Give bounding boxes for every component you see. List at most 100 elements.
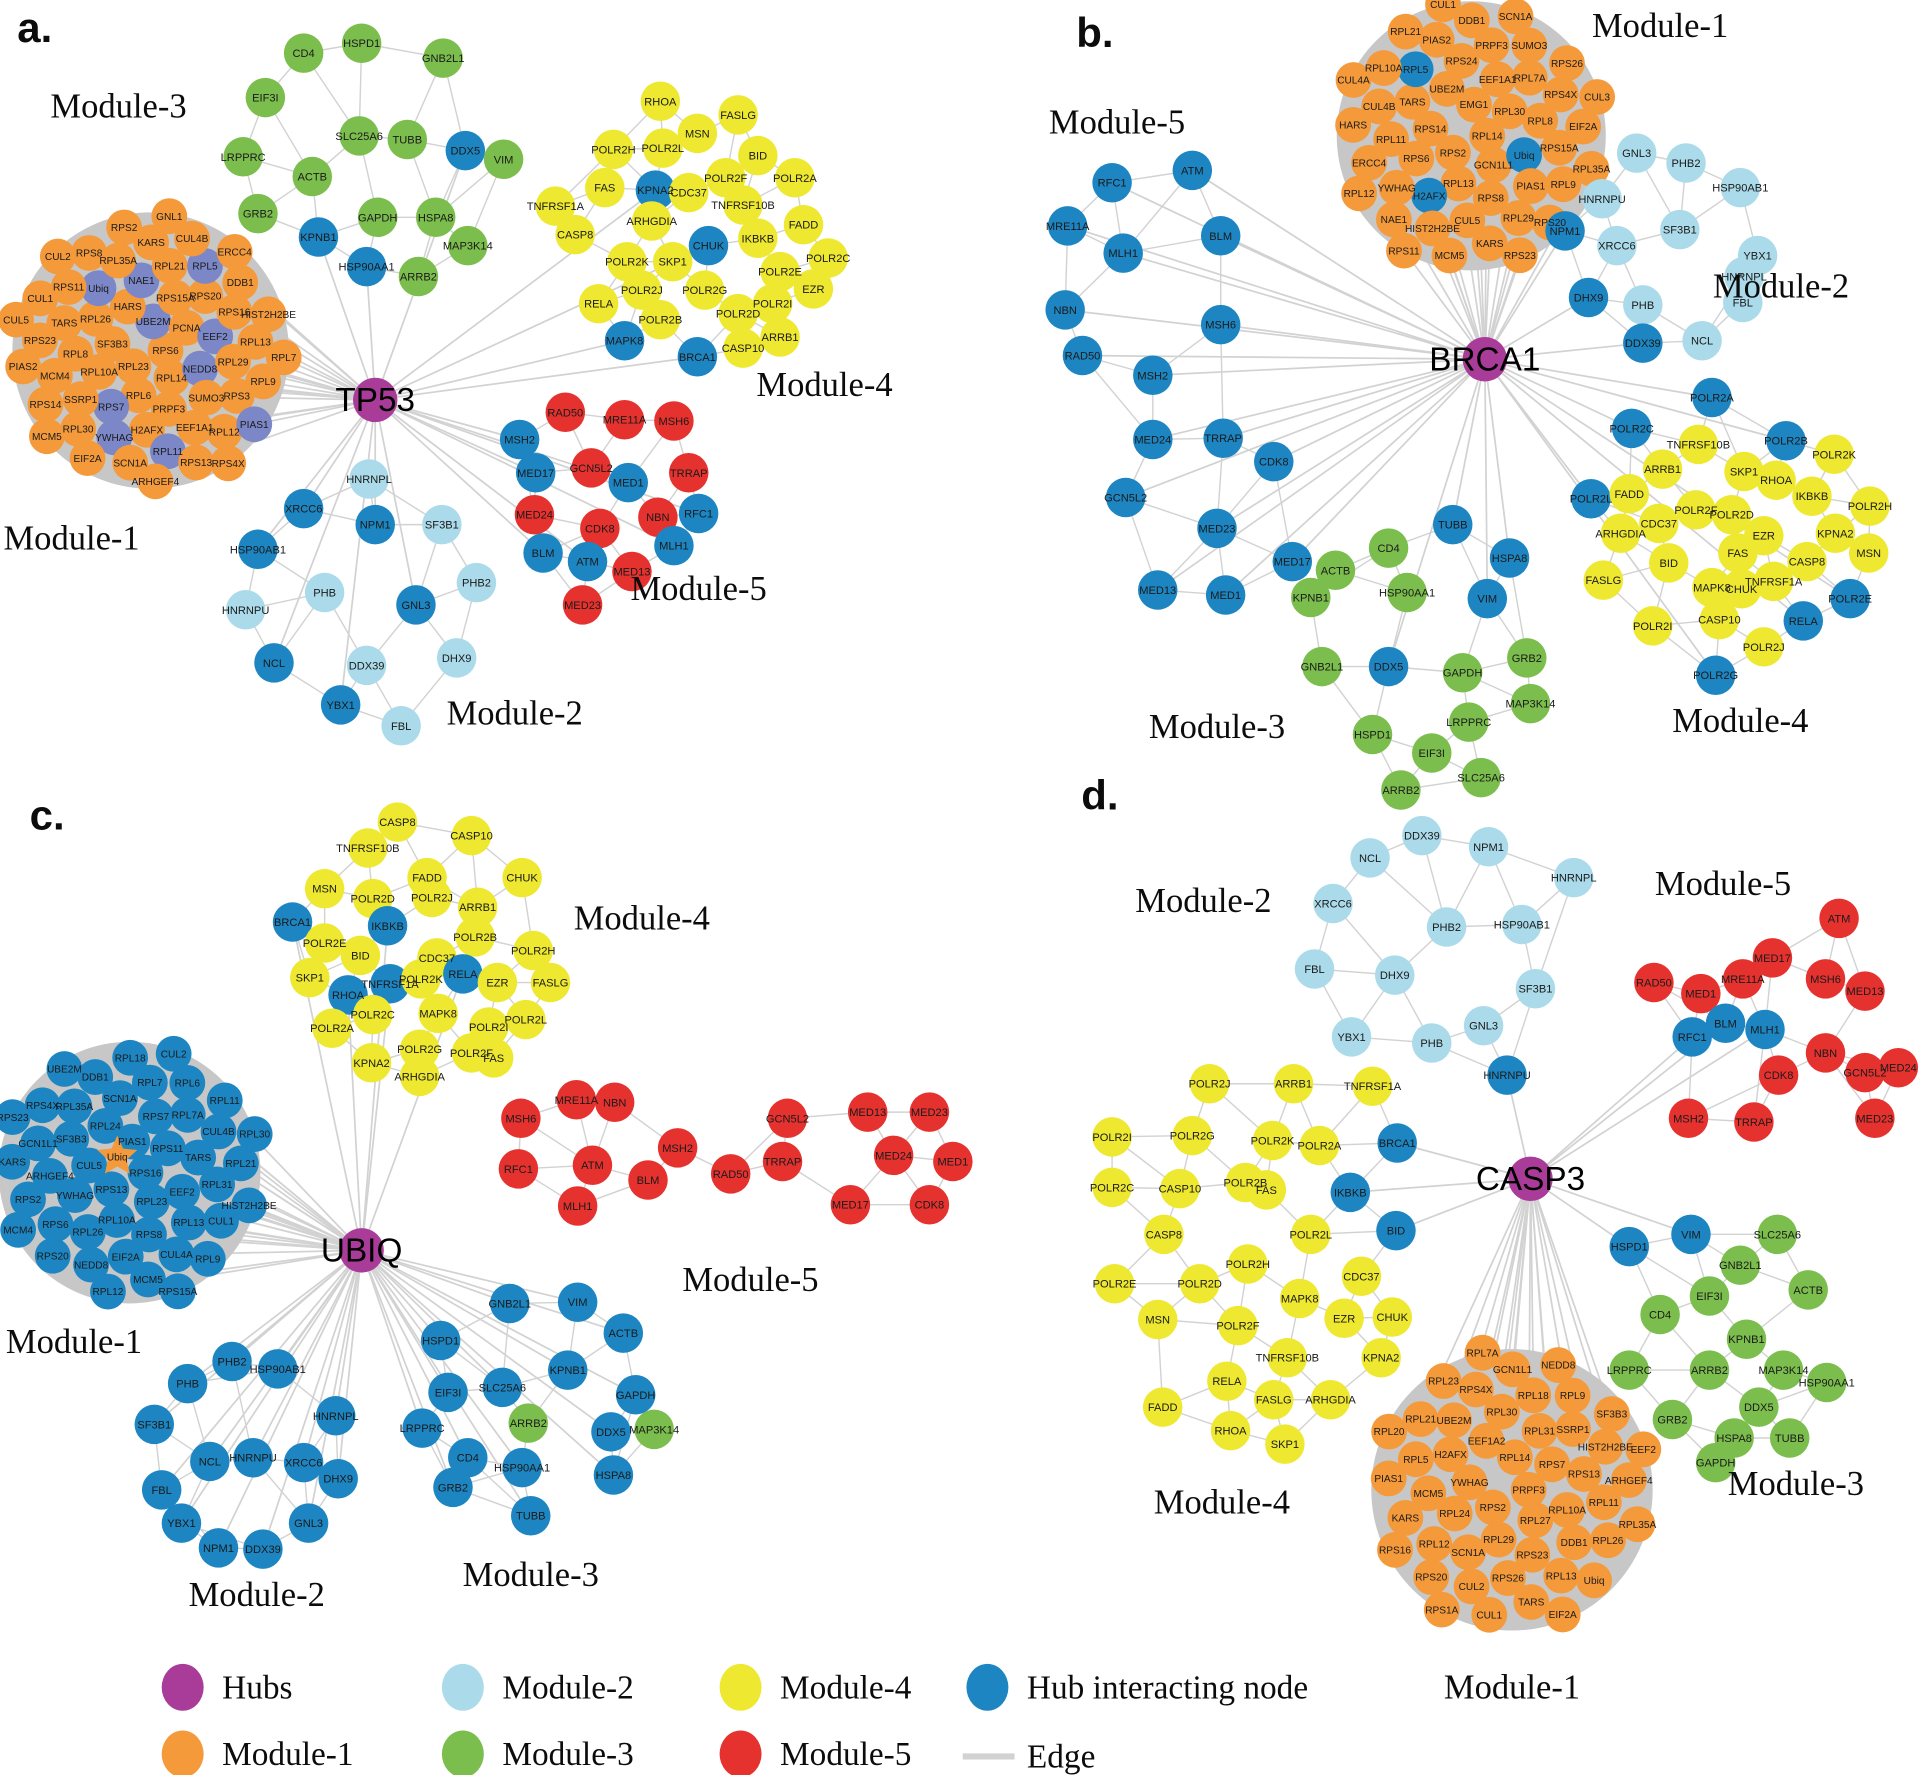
node-label-c-polr2d: POLR2D: [351, 894, 395, 906]
node-c-rps6: [37, 1206, 74, 1243]
node-label-b-npm1: NPM1: [1550, 226, 1581, 238]
edge: [375, 355, 698, 401]
node-label-a-med24: MED24: [516, 510, 553, 522]
node-c-actb: [603, 1313, 644, 1353]
node-label-d-npm1: NPM1: [1473, 842, 1504, 854]
node-b-cul5: [1449, 202, 1486, 239]
node-c-msh2: [657, 1128, 698, 1168]
node-a-cd4: [283, 33, 324, 73]
node-label-c-cul4a: CUL4A: [160, 1250, 193, 1261]
node-label-d-arhgef4: ARHGEF4: [1605, 1476, 1653, 1487]
node-label-a-pcna: PCNA: [173, 323, 201, 334]
node-a-hsp90ab1: [238, 529, 278, 570]
node-label-d-tnfrsf10b: TNFRSF10B: [1256, 1353, 1320, 1365]
node-a-rpl7: [265, 339, 302, 376]
node-label-c-faslg: FASLG: [533, 978, 569, 990]
node-a-phb2: [456, 562, 497, 603]
node-label-a-brca1: BRCA1: [679, 352, 716, 364]
node-label-d-tubb: TUBB: [1775, 1433, 1805, 1445]
node-label-b-scn1a: SCN1A: [1499, 12, 1533, 23]
node-a-polr2c: [808, 238, 848, 278]
node-b-polr2l: [1571, 478, 1611, 519]
node-label-c-ddb1: DDB1: [82, 1073, 109, 1084]
node-d-ddx39: [1402, 815, 1442, 856]
node-label-d-rhoa: RHOA: [1215, 1426, 1248, 1438]
edge: [1273, 358, 1486, 463]
node-label-a-slc25a6: SLC25A6: [335, 131, 383, 143]
node-label-d-msn: MSN: [1145, 1314, 1170, 1326]
node-label-a-cd4: CD4: [293, 48, 315, 60]
node-label-b-rps8: RPS8: [1478, 194, 1505, 205]
edge: [1387, 358, 1486, 667]
node-label-a-cdk8: CDK8: [585, 523, 615, 535]
node-label-a-cul1: CUL1: [27, 294, 53, 305]
node-d-rps2: [1474, 1489, 1511, 1526]
node-b-polr2j: [1744, 627, 1784, 667]
node-label-a-msh2: MSH2: [504, 434, 535, 446]
node-label-d-cdk8: CDK8: [1764, 1070, 1794, 1082]
node-a-phb: [304, 572, 345, 613]
node-label-d-eif3i: EIF3I: [1696, 1291, 1723, 1303]
node-d-rps13: [1566, 1456, 1602, 1492]
node-label-c-rps20: RPS20: [37, 1251, 69, 1262]
node-label-c-phb: PHB: [176, 1379, 199, 1391]
node-b-ube2m: [1428, 70, 1465, 107]
node-b-med1: [1205, 575, 1246, 615]
node-b-mre11a: [1047, 206, 1088, 246]
node-d-med17: [1752, 938, 1793, 978]
panel-letter-c: c.: [30, 791, 65, 838]
node-a-rps7: [93, 388, 130, 425]
node-label-a-kars: KARS: [137, 238, 165, 249]
node-label-b-rps15a: RPS15A: [1540, 143, 1579, 154]
node-d-fadd: [1142, 1387, 1183, 1427]
node-c-med23: [909, 1092, 950, 1132]
node-label-a-gapdh: GAPDH: [358, 212, 397, 224]
node-label-c-tnfrsf1a: TNFRSF1A: [361, 979, 419, 991]
node-label-d-med24: MED24: [1880, 1063, 1917, 1075]
node-a-rps16: [216, 293, 253, 330]
edge: [374, 399, 589, 563]
node-label-a-arrb2: ARRB2: [400, 272, 437, 284]
node-label-a-ercc4: ERCC4: [217, 247, 252, 258]
node-c-phb2: [212, 1341, 252, 1382]
node-b-kpnb1: [1291, 577, 1331, 618]
node-d-polr2j: [1189, 1064, 1230, 1104]
node-label-a-arhgdia: ARHGDIA: [626, 216, 677, 228]
node-d-polr2i: [1092, 1117, 1132, 1157]
node-label-c-rpl30: RPL30: [239, 1130, 270, 1141]
node-label-c-rpl18: RPL18: [115, 1053, 146, 1064]
node-label-b-arhgdia: ARHGDIA: [1595, 528, 1646, 540]
node-a-ssrp1: [62, 381, 99, 418]
node-b-hars: [1335, 106, 1372, 143]
node-label-a-chuk: CHUK: [693, 241, 725, 253]
node-a-ercc4: [216, 233, 253, 270]
node-b-fadd: [1609, 474, 1649, 514]
node-label-d-rps26: RPS26: [1492, 1574, 1524, 1585]
node-label-d-sf3b3: SF3B3: [1596, 1410, 1627, 1421]
node-label-d-rps1a: RPS1A: [1425, 1605, 1458, 1616]
node-label-c-hnrnpl: HNRNPL: [313, 1411, 359, 1423]
node-label-b-cd4: CD4: [1377, 543, 1399, 555]
node-a-hnrnpu: [225, 590, 266, 630]
node-d-mlh1: [1745, 1009, 1785, 1050]
node-c-rpl12: [90, 1273, 126, 1310]
node-b-hist2h2be: [1414, 210, 1451, 247]
legend-label-edge: Edge: [1027, 1739, 1095, 1775]
node-label-d-polr2i: POLR2I: [1092, 1132, 1131, 1144]
node-d-rhoa: [1210, 1410, 1251, 1451]
node-label-c-nbn: NBN: [603, 1097, 626, 1109]
edge: [361, 1249, 612, 1433]
node-label-d-bid: BID: [1387, 1226, 1406, 1238]
node-a-gapdh: [357, 197, 398, 238]
node-a-kpnb1: [298, 217, 339, 257]
node-label-c-blm: BLM: [637, 1175, 660, 1187]
node-c-rps7: [137, 1098, 174, 1135]
module-title-b-module-5: Module-5: [1049, 103, 1185, 141]
node-label-b-skp1: SKP1: [1730, 467, 1758, 479]
node-label-b-atm: ATM: [1181, 165, 1204, 177]
node-c-rps8: [131, 1216, 167, 1253]
node-c-chuk: [502, 857, 542, 898]
node-d-hspd1: [1609, 1226, 1649, 1267]
node-label-b-dhx9: DHX9: [1574, 293, 1604, 305]
